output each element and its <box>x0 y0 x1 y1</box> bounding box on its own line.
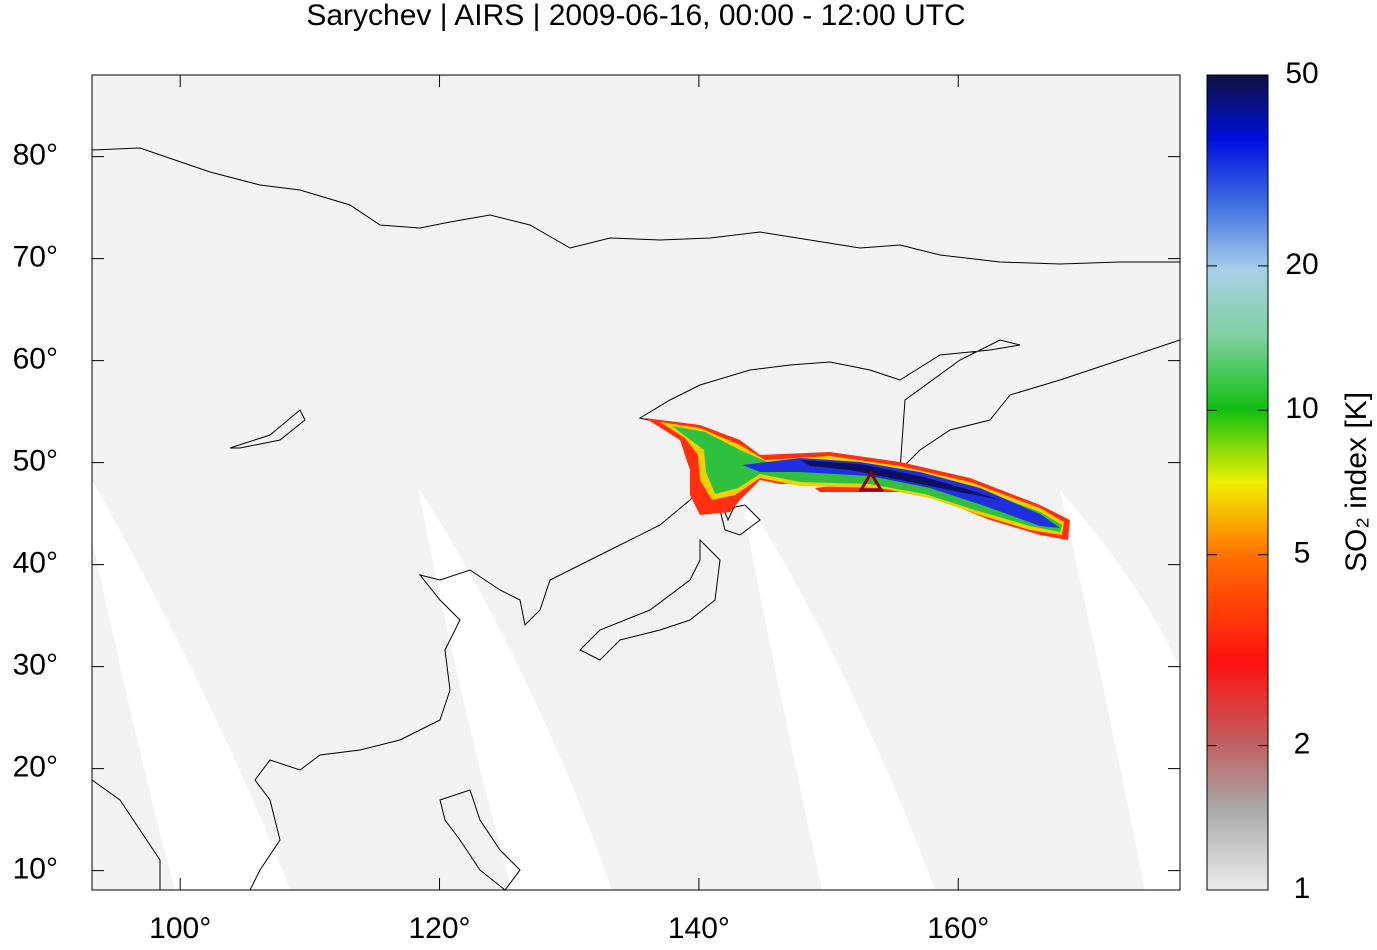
y-tick-label: 10° <box>13 853 58 886</box>
swath-gap <box>1060 490 1180 890</box>
chart-title: Sarychev | AIRS | 2009-06-16, 00:00 - 12… <box>306 0 965 32</box>
colorbar-tick-label: 1 <box>1294 872 1311 905</box>
y-tick-label: 20° <box>13 751 58 784</box>
colorbar <box>1206 74 1269 891</box>
colorbar-tick-label: 5 <box>1294 537 1311 570</box>
coastlines <box>92 147 1180 890</box>
plume-peak <box>800 460 1000 500</box>
y-tick-label: 80° <box>13 139 58 172</box>
background <box>92 75 1180 890</box>
colorbar-label: SO₂ index [K] <box>1340 392 1373 572</box>
swath-gap <box>418 488 612 890</box>
x-tick-label: 140° <box>668 912 730 945</box>
x-tick-label: 120° <box>409 912 471 945</box>
y-tick-label: 70° <box>13 241 58 274</box>
colorbar-tick-label: 2 <box>1294 728 1311 761</box>
plot-frame <box>91 74 1181 891</box>
colorbar-tick-label: 50 <box>1285 57 1318 90</box>
x-tick-label: 160° <box>927 912 989 945</box>
swath-gap <box>740 490 935 890</box>
colorbar-tick-label: 20 <box>1285 248 1318 281</box>
swath-gap <box>92 480 290 890</box>
y-tick-label: 50° <box>13 445 58 478</box>
colorbar-tick-label: 10 <box>1285 392 1318 425</box>
x-tick-label: 100° <box>149 912 211 945</box>
map-area <box>92 75 1180 890</box>
plume-core <box>742 458 1060 528</box>
y-tick-label: 30° <box>13 649 58 682</box>
volcano-marker <box>858 470 884 492</box>
y-tick-label: 40° <box>13 547 58 580</box>
y-tick-label: 60° <box>13 343 58 376</box>
